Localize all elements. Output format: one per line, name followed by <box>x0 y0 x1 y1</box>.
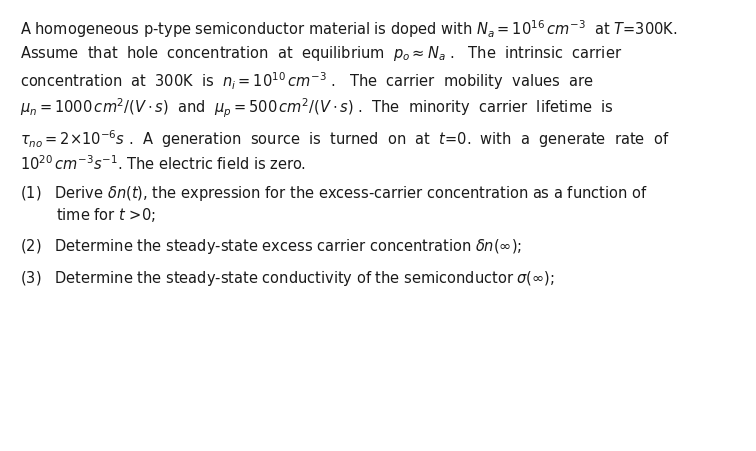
Text: time for $t$ >0;: time for $t$ >0; <box>56 206 156 224</box>
Text: (3)   Determine the steady-state conductivity of the semiconductor $\sigma(\inft: (3) Determine the steady-state conductiv… <box>20 268 555 287</box>
Text: $10^{20}\,cm^{-3}s^{-1}$. The electric field is zero.: $10^{20}\,cm^{-3}s^{-1}$. The electric f… <box>20 154 306 173</box>
Text: A homogeneous p-type semiconductor material is doped with $N_a = 10^{16}\,cm^{-3: A homogeneous p-type semiconductor mater… <box>20 18 677 40</box>
Text: $\tau_{no} = 2{\times}10^{-6}s$ .  A  generation  source  is  turned  on  at  $t: $\tau_{no} = 2{\times}10^{-6}s$ . A gene… <box>20 128 670 150</box>
Text: (1)   Derive $\delta n(t)$, the expression for the excess-carrier concentration : (1) Derive $\delta n(t)$, the expression… <box>20 184 648 203</box>
Text: (2)   Determine the steady-state excess carrier concentration $\delta n(\infty)$: (2) Determine the steady-state excess ca… <box>20 236 522 255</box>
Text: concentration  at  300K  is  $n_i = 10^{10}\,cm^{-3}$ .   The  carrier  mobility: concentration at 300K is $n_i = 10^{10}\… <box>20 70 593 92</box>
Text: Assume  that  hole  concentration  at  equilibrium  $p_o \approx N_a$ .   The  i: Assume that hole concentration at equili… <box>20 44 622 63</box>
Text: $\mu_n = 1000\,cm^2/(V \cdot s)$  and  $\mu_p = 500\,cm^2/(V \cdot s)$ .  The  m: $\mu_n = 1000\,cm^2/(V \cdot s)$ and $\m… <box>20 96 614 119</box>
